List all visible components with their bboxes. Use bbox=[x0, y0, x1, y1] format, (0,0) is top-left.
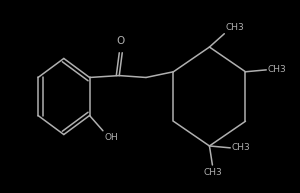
Text: CH3: CH3 bbox=[268, 65, 286, 74]
Text: CH3: CH3 bbox=[226, 23, 244, 32]
Text: CH3: CH3 bbox=[203, 168, 222, 177]
Text: O: O bbox=[117, 36, 125, 46]
Text: CH3: CH3 bbox=[232, 143, 250, 152]
Text: OH: OH bbox=[104, 133, 118, 142]
